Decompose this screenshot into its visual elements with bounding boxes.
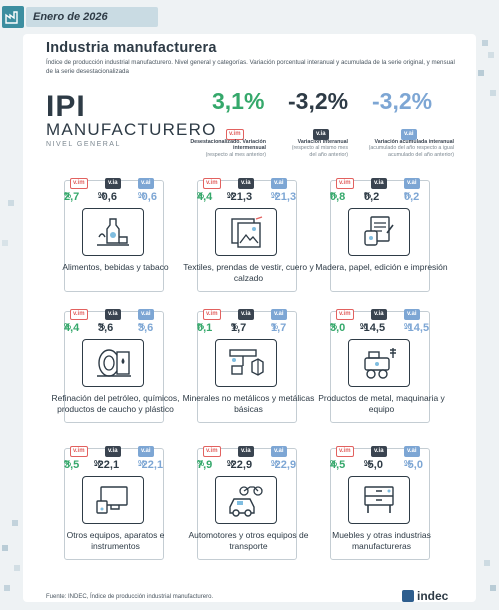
vim-badge: v.im bbox=[336, 178, 354, 189]
sector-card: v.im v.ia v.ai 4,4% 3,6% 3,6% Refinación del p… bbox=[51, 309, 180, 423]
sector-label: Otros equipos, aparatos e instrumentos bbox=[66, 530, 165, 551]
sector-card: v.im v.ia v.ai 4,5% -5,0% -5,0% Muebles y otra… bbox=[318, 446, 445, 560]
headline-via-badge: v.ia bbox=[313, 122, 329, 140]
headline-vai-desc-title: Variación acumulada interanual bbox=[374, 139, 454, 145]
sector-card: v.im v.ia v.ai 3,0% -14,5% -14,5% Productos de… bbox=[318, 309, 445, 423]
via-badge: v.ia bbox=[238, 178, 254, 189]
headline-vim-value: 3,1% bbox=[212, 88, 265, 114]
sector-values: 3,5% -22,1% -22,1% bbox=[64, 459, 164, 471]
vim-badge: v.im bbox=[203, 446, 221, 457]
page-title: Industria manufacturera bbox=[46, 40, 217, 56]
sector-card: v.im v.ia v.ai 3,5% -22,1% -22,1% Otros equipo… bbox=[52, 446, 179, 560]
vim-badge: v.im bbox=[70, 446, 88, 457]
sector-values: 4,4% -21,3% -21,3% bbox=[197, 191, 297, 203]
vai-badge: v.ai bbox=[271, 178, 287, 189]
vim-badge: v.im bbox=[336, 309, 354, 320]
sector-badges: v.im v.ia v.ai bbox=[185, 309, 312, 320]
via-badge: v.ia bbox=[371, 309, 387, 320]
furniture-icon bbox=[348, 476, 410, 524]
machinery-icon bbox=[348, 339, 410, 387]
vai-badge: v.ai bbox=[404, 446, 420, 457]
headline-vai-badge: v.ai bbox=[401, 122, 417, 140]
sector-badges: v.im v.ia v.ai bbox=[185, 446, 312, 457]
headline-vai-desc-sub: (acumulado del año respecto a igual acum… bbox=[368, 145, 454, 158]
sector-card: v.im v.ia v.ai 2,7% -0,6% -0,6% Alimentos, beb… bbox=[52, 178, 179, 292]
indec-mark-icon bbox=[402, 590, 414, 602]
via-badge: v.ia bbox=[238, 309, 254, 320]
ipi-heading: IPI bbox=[46, 90, 86, 123]
headline-via-desc-title: Variación interanual bbox=[297, 139, 348, 145]
vai-badge: v.ai bbox=[404, 309, 420, 320]
factory-icon bbox=[2, 6, 24, 28]
sector-values: 4,5% -5,0% -5,0% bbox=[330, 459, 423, 471]
indec-logo: indec bbox=[402, 589, 448, 603]
sector-values: 0,1% 1,7% 1,7% bbox=[197, 322, 287, 334]
sector-card: v.im v.ia v.ai 4,4% -21,3% -21,3% Textiles, pr… bbox=[183, 178, 314, 292]
date-label: Enero de 2026 bbox=[26, 7, 158, 27]
vai-badge: v.ai bbox=[271, 446, 287, 457]
via-badge: v.ia bbox=[105, 309, 121, 320]
via-badge: v.ia bbox=[105, 446, 121, 457]
sector-label: Automotores y otros equipos de transport… bbox=[188, 530, 309, 551]
headline-via-description: Variación interanual (respecto al mismo … bbox=[284, 139, 348, 158]
food-icon bbox=[82, 208, 144, 256]
headline-vai-value: -3,2% bbox=[372, 88, 433, 114]
sector-badges: v.im v.ia v.ai bbox=[52, 178, 179, 189]
vim-badge: v.im bbox=[203, 309, 221, 320]
sector-values: 4,4% 3,6% 3,6% bbox=[64, 322, 154, 334]
via-badge: v.ia bbox=[371, 446, 387, 457]
sector-values: 3,0% -14,5% -14,5% bbox=[330, 322, 430, 334]
vehicles-icon bbox=[215, 476, 277, 524]
oil-icon bbox=[82, 339, 144, 387]
via-badge: v.ia bbox=[238, 446, 254, 457]
vai-badge: v.ai bbox=[138, 446, 154, 457]
via-badge: v.ia bbox=[371, 178, 387, 189]
sector-label: Refinación del petróleo, químicos, produ… bbox=[51, 393, 180, 414]
source-footnote: Fuente: INDEC, Índice de producción indu… bbox=[46, 594, 214, 600]
sector-badges: v.im v.ia v.ai bbox=[318, 309, 445, 320]
vai-badge: v.ai bbox=[404, 178, 420, 189]
sector-card: v.im v.ia v.ai 0,1% 1,7% 1,7% Minerales no met… bbox=[183, 309, 314, 423]
vai-badge: v.ai bbox=[138, 178, 154, 189]
sector-values: 2,7% -0,6% -0,6% bbox=[64, 191, 157, 203]
headline-vim-badge: v.im bbox=[226, 122, 244, 140]
paper-icon bbox=[348, 208, 410, 256]
minerals-icon bbox=[215, 339, 277, 387]
vai-badge: v.ai bbox=[138, 309, 154, 320]
headline-via-desc-sub: (respecto al mismo mes del año anterior) bbox=[291, 145, 348, 158]
page-subtitle: Índice de producción industrial manufact… bbox=[46, 59, 455, 75]
ipi-level-label: NIVEL GENERAL bbox=[46, 141, 121, 148]
via-badge: v.ia bbox=[105, 178, 121, 189]
vai-badge: v.ai bbox=[271, 309, 287, 320]
headline-vim-description: Desestacionalizado. Variación intermensu… bbox=[176, 139, 266, 158]
headline-vim-desc-sub: (respecto al mes anterior) bbox=[205, 151, 266, 158]
sector-label: Productos de metal, maquinaria y equipo bbox=[318, 393, 445, 414]
sector-label: Alimentos, bebidas y tabaco bbox=[62, 262, 169, 272]
sector-card: v.im v.ia v.ai 7,9% -22,9% -22,9% Automotores … bbox=[185, 446, 312, 560]
sector-label: Muebles y otras industrias manufacturera… bbox=[332, 530, 431, 551]
sector-badges: v.im v.ia v.ai bbox=[318, 178, 445, 189]
headline-vai-description: Variación acumulada interanual (acumulad… bbox=[366, 139, 454, 158]
sector-badges: v.im v.ia v.ai bbox=[52, 446, 179, 457]
vim-badge: v.im bbox=[70, 178, 88, 189]
vim-badge: v.im bbox=[203, 178, 221, 189]
sector-card: v.im v.ia v.ai 0,8% 0,2% 0,2% Madera, papel, e… bbox=[315, 178, 448, 292]
sector-label: Madera, papel, edición e impresión bbox=[315, 262, 448, 272]
sector-badges: v.im v.ia v.ai bbox=[52, 309, 179, 320]
sector-badges: v.im v.ia v.ai bbox=[185, 178, 312, 189]
top-bar: Enero de 2026 bbox=[0, 0, 499, 34]
headline-vim-desc-title: Desestacionalizado. Variación intermensu… bbox=[190, 139, 266, 152]
sector-label: Minerales no metálicos y metálicas básic… bbox=[182, 393, 315, 414]
vim-badge: v.im bbox=[70, 309, 88, 320]
textile-icon bbox=[215, 208, 277, 256]
sector-badges: v.im v.ia v.ai bbox=[318, 446, 445, 457]
sector-label: Textiles, prendas de vestir, cuero y cal… bbox=[183, 262, 314, 283]
ipi-subheading: MANUFACTURERO bbox=[46, 120, 217, 139]
headline-via-value: -3,2% bbox=[288, 88, 349, 114]
vim-badge: v.im bbox=[336, 446, 354, 457]
sector-values: 0,8% 0,2% 0,2% bbox=[330, 191, 420, 203]
sector-values: 7,9% -22,9% -22,9% bbox=[197, 459, 297, 471]
indec-wordmark: indec bbox=[417, 589, 449, 603]
devices-icon bbox=[82, 476, 144, 524]
